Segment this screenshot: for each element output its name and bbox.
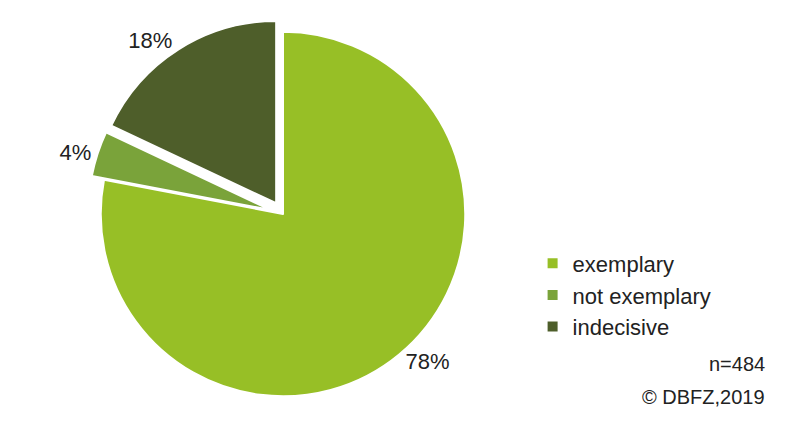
svg-text:© DBFZ,2019: © DBFZ,2019 [642, 386, 765, 408]
svg-text:n=484: n=484 [709, 353, 765, 375]
svg-text:not exemplary: not exemplary [573, 284, 711, 309]
svg-text:indecisive: indecisive [573, 315, 670, 340]
svg-text:78%: 78% [405, 349, 449, 374]
svg-text:18%: 18% [128, 28, 172, 53]
svg-text:exemplary: exemplary [573, 252, 674, 277]
svg-text:4%: 4% [59, 140, 91, 165]
